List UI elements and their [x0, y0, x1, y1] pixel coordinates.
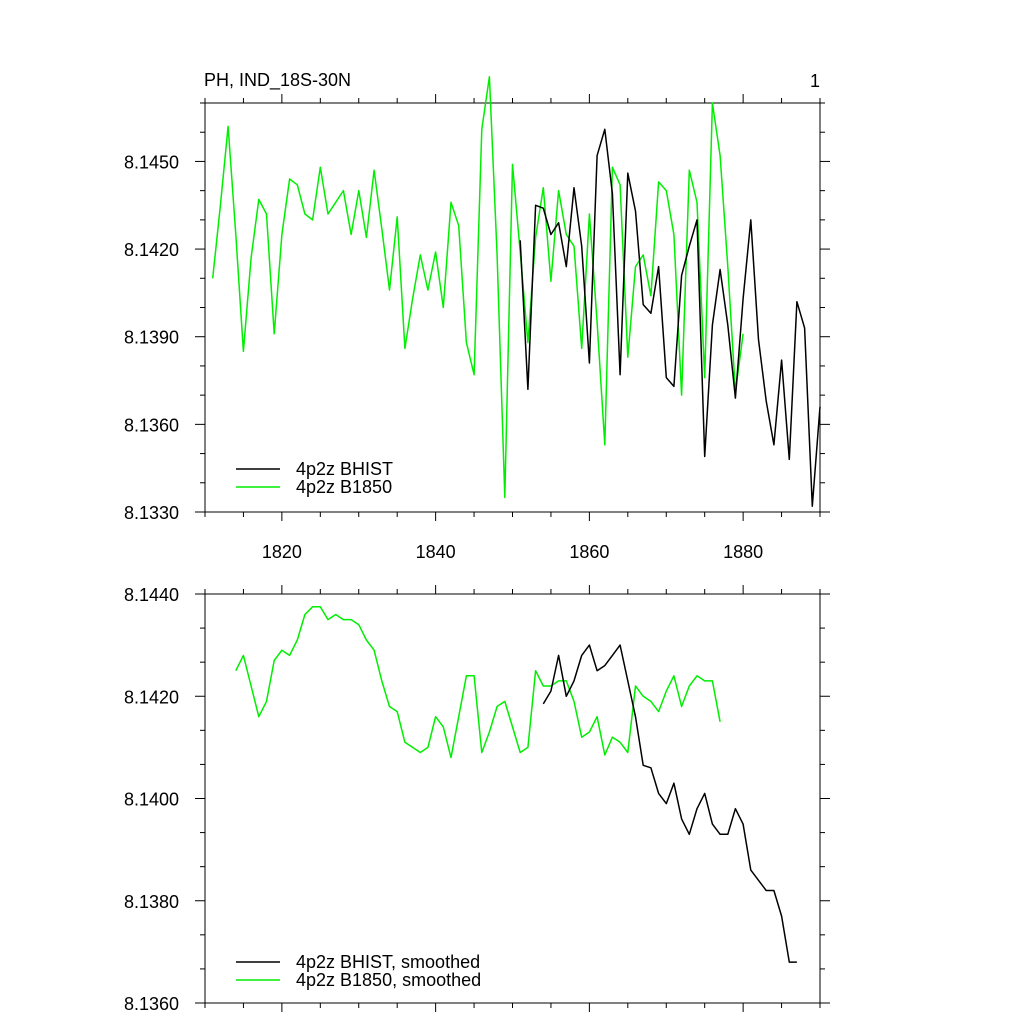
top-y-tick-label: 8.1360 [124, 415, 179, 435]
bottom-y-tick-label: 8.1420 [124, 687, 179, 707]
bottom-series-line-b1850 [235, 606, 721, 759]
top-y-tick-label: 8.1450 [124, 152, 179, 172]
chart-title: PH, IND_18S-30N [204, 70, 351, 91]
top-series-line-b1850 [211, 75, 744, 499]
bottom-legend-label: 4p2z BHIST, smoothed [296, 952, 480, 972]
top-series-line-bhist [519, 128, 821, 507]
bottom-y-tick-label: 8.1360 [124, 994, 179, 1014]
top-y-tick-label: 8.1390 [124, 328, 179, 348]
top-y-tick-label: 8.1420 [124, 240, 179, 260]
bottom-panel: 8.1360 8.1380 8.1400 8.1420 8.1440 4p2z BHIST… [124, 585, 830, 1014]
top-x-tick-label: 1840 [416, 542, 456, 562]
top-x-tick-label: 1880 [723, 542, 763, 562]
bottom-y-tick-label: 8.1400 [124, 790, 179, 810]
bottom-series-line-bhist [542, 644, 797, 963]
top-legend-label: 4p2z B1850 [296, 477, 392, 497]
top-panel: 1820 1840 1860 1880 8.1330 8.1360 8.1390 8.1420… [124, 75, 830, 562]
top-legend-label: 4p2z BHIST [296, 459, 393, 479]
top-y-tick-label: 8.1330 [124, 503, 179, 523]
bottom-y-tick-label: 8.1380 [124, 892, 179, 912]
top-x-tick-label: 1820 [262, 542, 302, 562]
panel-number: 1 [810, 71, 820, 91]
top-x-tick-label: 1860 [569, 542, 609, 562]
bottom-y-tick-label: 8.1440 [124, 585, 179, 605]
bottom-legend-label: 4p2z B1850, smoothed [296, 970, 481, 990]
